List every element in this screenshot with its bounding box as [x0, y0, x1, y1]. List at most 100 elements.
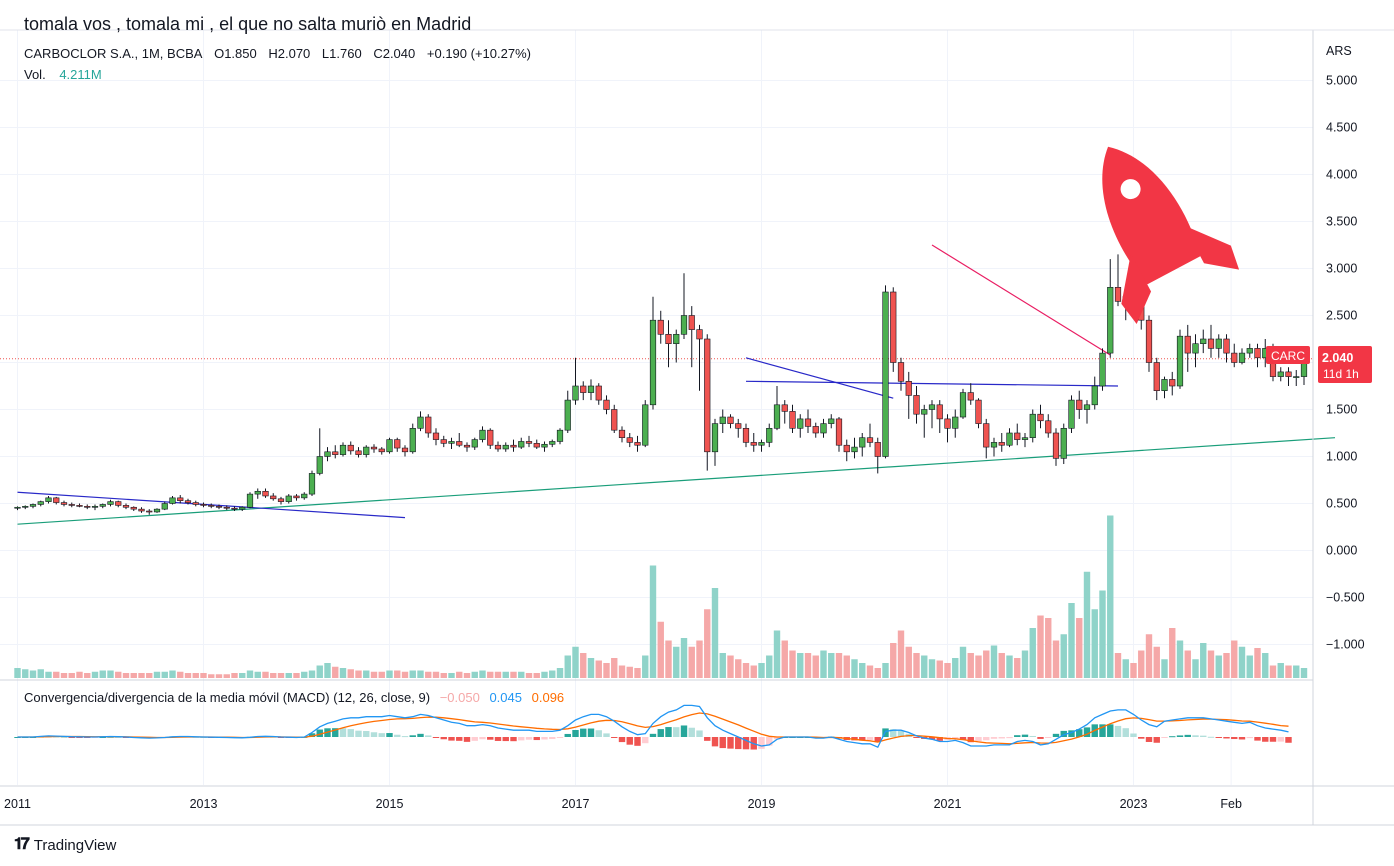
candle-body [130, 506, 137, 510]
candle-body [471, 439, 478, 448]
volume-bar [91, 671, 99, 678]
volume-bar [828, 653, 835, 678]
macd-signal-value: 0.096 [531, 690, 565, 705]
price-tag-ticker: CARC [1271, 349, 1305, 363]
candle [254, 488, 261, 499]
volume-bar [998, 653, 1005, 678]
x-tick-label: Feb [1220, 797, 1242, 811]
candle [952, 409, 959, 438]
macd-histogram-bar [1192, 735, 1199, 737]
candle [301, 492, 308, 500]
volume-bar [363, 670, 370, 678]
candle-body [115, 501, 122, 506]
macd-histogram-bar [580, 728, 587, 737]
macd-histogram-bar [549, 737, 556, 740]
candle-body [231, 507, 238, 510]
candle [107, 499, 114, 507]
candle-body [696, 329, 703, 340]
volume-bar [1052, 640, 1060, 678]
candle [618, 426, 626, 443]
candle-body [262, 490, 269, 497]
candle-body [890, 291, 897, 363]
y-tick-label: 3.000 [1326, 262, 1357, 276]
candle-body [921, 409, 928, 415]
macd-histogram-bar [890, 729, 897, 737]
candle-body [161, 503, 168, 510]
volume-label: Vol. [24, 67, 46, 82]
volume-bar [572, 646, 579, 678]
macd-histogram-bar [649, 733, 657, 737]
candle [983, 418, 990, 459]
candle [758, 439, 765, 452]
candle [1246, 343, 1253, 358]
volume-bar [463, 673, 471, 678]
volume-bar [409, 670, 416, 678]
candle-body [192, 502, 199, 505]
volume-bar [719, 653, 726, 678]
candle [308, 470, 316, 496]
volume-bar [1006, 655, 1013, 678]
candle-body [843, 444, 850, 453]
candle-body [766, 427, 773, 443]
volume-bar [146, 673, 153, 678]
candle [1099, 348, 1106, 391]
macd-histogram-bar [680, 725, 688, 737]
macd-histogram-bar [603, 733, 610, 737]
candle [1285, 367, 1292, 386]
macd-indicator-name[interactable]: Convergencia/divergencia de la media móv… [24, 690, 431, 705]
macd-histogram-bar [564, 733, 571, 737]
candle-body [60, 502, 68, 505]
x-tick-label: 2017 [562, 797, 590, 811]
idea-title: tomala vos , tomala mi , el que no salta… [24, 14, 472, 34]
macd-signal-line [17, 712, 1289, 745]
candle [928, 400, 936, 429]
high-label: H [268, 46, 278, 61]
candle-body [626, 437, 633, 443]
candlesticks [14, 254, 1308, 515]
candle [704, 334, 711, 471]
candle [471, 437, 478, 450]
tradingview-logo[interactable]: 𝟏𝟕 TradingView [14, 836, 116, 854]
candle [285, 494, 292, 504]
candle-body [425, 416, 432, 434]
macd-histogram-bar [998, 737, 1005, 739]
candle-body [797, 418, 804, 429]
volume-bar [688, 646, 695, 678]
price-tag-countdown: 11d 1h [1323, 367, 1359, 381]
candle-body [169, 497, 176, 504]
x-tick-label: 2019 [748, 797, 776, 811]
volume-bar [1153, 646, 1160, 678]
volume-bar [541, 671, 548, 678]
macd-histogram-bar [1169, 736, 1176, 738]
candle-body [983, 423, 990, 448]
candle [649, 296, 657, 410]
symbol-name[interactable]: CARBOCLOR S.A., 1M, BCBA [24, 46, 203, 61]
macd-histogram-bar [1045, 737, 1052, 738]
macd-histogram-bar [1107, 724, 1114, 737]
macd-histogram-bar [494, 737, 502, 741]
candle [440, 435, 447, 448]
volume-bar [184, 673, 192, 678]
candle [874, 437, 881, 474]
candle-body [990, 442, 998, 448]
candle [332, 445, 339, 459]
macd-legend: Convergencia/divergencia de la media móv… [24, 690, 564, 705]
candle-body [820, 423, 827, 434]
candle-body [952, 416, 959, 429]
volume-bar [339, 668, 347, 678]
x-tick-label: 2015 [376, 797, 404, 811]
candle-body [246, 493, 254, 508]
macd-histogram-bar [1207, 736, 1215, 738]
volume-bar [1060, 634, 1067, 678]
candle [76, 503, 83, 508]
candle [277, 496, 285, 505]
candle [1107, 259, 1114, 358]
macd-histogram-bar [308, 733, 316, 737]
candle [370, 444, 378, 453]
candle [1052, 428, 1060, 466]
volume-bar [386, 670, 393, 678]
macd-histogram-bar [952, 737, 959, 739]
candle-body [324, 451, 331, 457]
volume-bar [293, 673, 300, 678]
